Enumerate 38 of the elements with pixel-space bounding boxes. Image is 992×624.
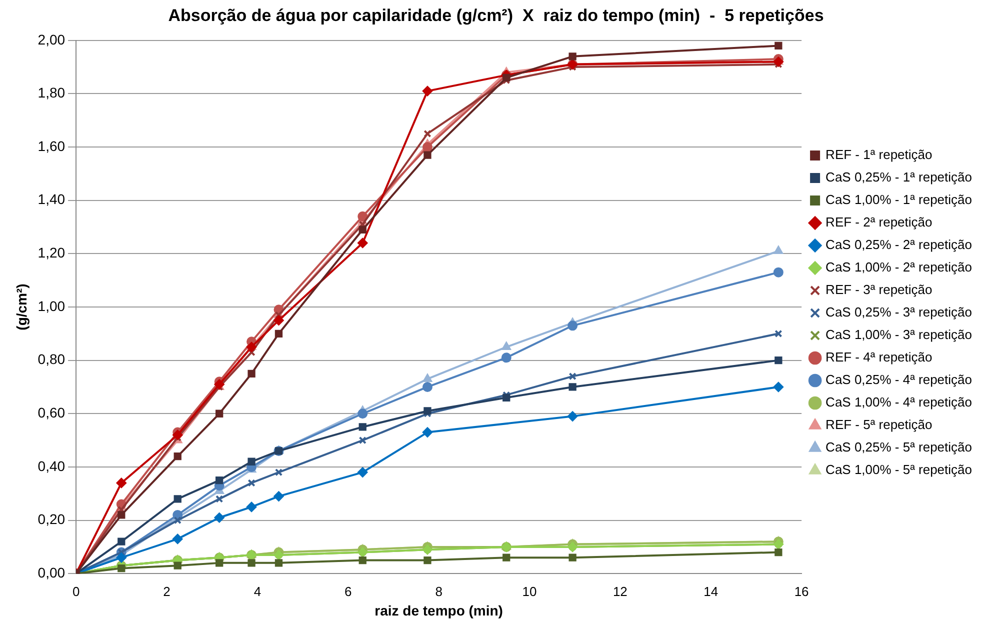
legend-label: CaS 0,25% - 1ª repetição	[826, 170, 972, 185]
y-tick-label: 0,00	[38, 564, 66, 580]
legend-label: CaS 1,00% - 1ª repetição	[826, 192, 972, 208]
y-tick-label: 0,60	[38, 404, 66, 420]
chart-title: Absorção de água por capilaridade (g/cm²) X raiz do tempo (min) - 5 repetições	[168, 6, 824, 25]
y-tick-label: 1,80	[38, 84, 66, 101]
legend-label: CaS 1,00% - 3ª repetição	[826, 327, 972, 342]
x-tick-label: 0	[72, 584, 80, 599]
legend-label: CaS 1,00% - 2ª repetição	[826, 260, 972, 275]
x-tick-label: 6	[344, 584, 352, 599]
legend-label: CaS 0,25% - 5ª repetição	[826, 440, 972, 455]
legend-label: CaS 0,25% - 2ª repetição	[826, 237, 972, 252]
x-tick-label: 10	[522, 584, 537, 599]
y-tick-label: 1,20	[38, 244, 66, 261]
legend-label: REF - 2ª repetição	[826, 214, 932, 230]
y-tick-label: 1,60	[38, 138, 66, 154]
x-tick-label: 8	[435, 584, 442, 599]
x-tick-label: 12	[612, 584, 628, 599]
legend-label: CaS 1,00% - 4ª repetição	[826, 394, 972, 410]
y-tick-label: 0,80	[38, 351, 66, 368]
legend-label: CaS 0,25% - 3ª repetição	[826, 304, 972, 320]
y-tick-label: 0,20	[38, 511, 66, 528]
y-tick-label: 1,40	[38, 191, 66, 208]
legend-label: REF - 4ª repetição	[826, 350, 932, 365]
y-tick-label: 1,00	[38, 298, 66, 314]
y-tick-label: 2,00	[38, 31, 66, 48]
legend-label: CaS 1,00% - 5ª repetição	[826, 462, 972, 478]
y-axis-title: (g/cm²)	[13, 284, 30, 330]
y-tick-label: 0,40	[38, 458, 66, 474]
x-tick-label: 4	[254, 584, 262, 599]
x-tick-label: 2	[163, 584, 170, 599]
legend-label: REF - 5ª repetição	[826, 417, 932, 432]
legend-label: REF - 1ª repetição	[826, 147, 932, 162]
legend-label: CaS 0,25% - 4ª repetição	[826, 372, 972, 388]
x-axis-title: raiz de tempo (min)	[374, 602, 503, 618]
x-tick-label: 14	[704, 584, 718, 599]
legend-label: REF - 3ª repetição	[826, 282, 932, 298]
x-tick-label: 16	[794, 584, 809, 599]
